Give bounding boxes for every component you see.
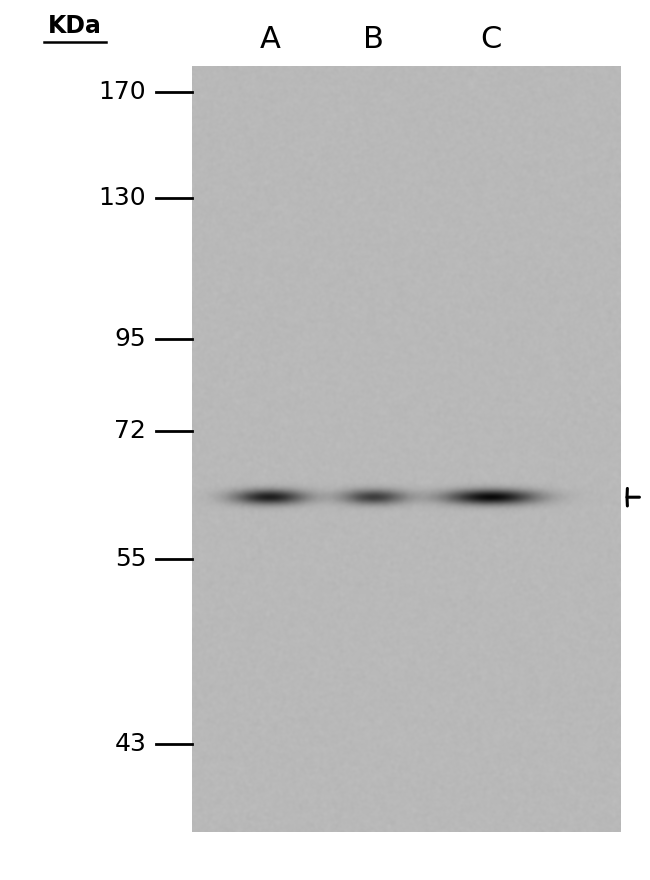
Text: A: A [259, 26, 280, 54]
Text: B: B [363, 26, 384, 54]
Text: 95: 95 [114, 326, 146, 351]
Text: C: C [480, 26, 501, 54]
Text: 130: 130 [99, 186, 146, 210]
Text: 72: 72 [114, 419, 146, 444]
Text: KDa: KDa [48, 14, 101, 39]
Text: 43: 43 [114, 731, 146, 756]
Text: 55: 55 [115, 546, 146, 571]
Text: 170: 170 [99, 80, 146, 105]
